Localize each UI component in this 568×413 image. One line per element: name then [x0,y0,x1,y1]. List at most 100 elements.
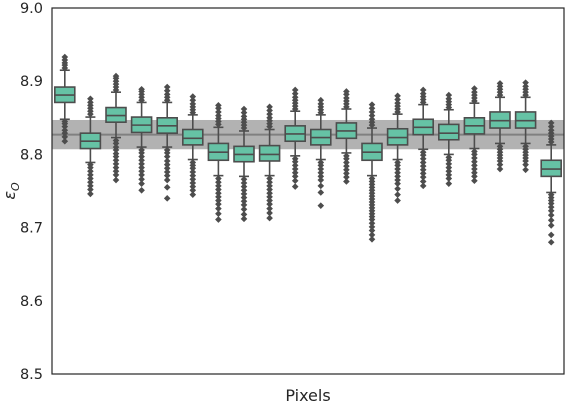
outlier-point [266,214,273,222]
outlier-point [419,86,427,94]
outlier-point [266,197,273,204]
outlier-point [215,182,222,190]
outlier-point [112,72,120,80]
outlier-point [163,195,171,202]
outlier-point [471,88,478,96]
outlier-point [163,165,171,172]
outlier-point [471,173,478,180]
box-6 [182,93,204,198]
outlier-point [445,160,453,168]
outlier-point [368,219,376,227]
outlier-point [189,175,197,183]
outlier-point [266,200,273,208]
outlier-point [368,236,376,243]
outlier-point [419,182,427,190]
outlier-point [112,167,120,175]
plot-frame [51,7,565,375]
outlier-point [112,160,120,168]
outlier-point [368,108,376,116]
x-axis-title: Pixels [285,386,330,405]
box-20 [540,119,562,246]
outlier-point [240,113,248,120]
outlier-point [445,164,453,171]
outlier-point [394,191,401,198]
outlier-point [163,161,171,168]
outlier-point [368,112,376,119]
outlier-point [496,80,504,87]
outlier-point [189,183,197,190]
outlier-point [163,149,171,157]
outlier-point [547,200,555,207]
outlier-point [215,193,222,201]
outlier-point [163,83,171,91]
box-13 [361,101,383,243]
outlier-point [266,178,273,186]
outlier-point [138,156,145,164]
outlier-point [189,186,197,194]
box-16 [438,91,460,187]
outlier-point [138,149,145,157]
outlier-point [291,177,299,185]
outlier-point [189,172,197,179]
outlier-point [343,159,350,166]
outlier-point [215,108,222,116]
outlier-point [215,197,222,204]
outlier-point [291,158,299,166]
box-14 [386,92,409,204]
outlier-point [317,176,325,184]
y-tick-label: 8.8 [20,147,43,163]
y-tick-label: 8.9 [20,74,43,90]
outlier-point [547,126,555,134]
outlier-point [291,94,299,101]
box-9 [258,103,281,222]
outlier-point [240,194,248,201]
outlier-point [240,109,248,116]
outlier-point [317,182,325,190]
outlier-point [419,178,427,185]
outlier-point [317,162,325,169]
outlier-point [522,157,529,165]
outlier-point [163,153,171,160]
box-2 [79,95,102,198]
outlier-point [215,186,222,193]
outlier-point [266,103,273,111]
outlier-point [87,178,94,186]
outlier-point [266,110,273,118]
outlier-point [317,100,325,108]
outlier-point [61,137,69,145]
outlier-point [291,173,299,180]
outlier-point [291,165,299,173]
outlier-point [138,85,145,93]
outlier-point [343,162,350,170]
outlier-point [87,186,94,193]
outlier-point [189,168,197,176]
outlier-point [112,176,120,184]
outlier-point [189,100,197,108]
y-tick-label: 8.6 [20,294,43,310]
y-tick-label: 9.0 [20,1,43,17]
outlier-point [87,182,94,190]
outlier-point [189,93,197,100]
outlier-point [240,190,248,198]
outlier-point [240,197,248,205]
outlier-point [522,79,529,86]
outlier-point [445,91,453,99]
outlier-point [266,205,273,212]
outlier-point [266,175,273,182]
outlier-point [547,222,555,229]
outlier-point [394,96,401,103]
outlier-point [547,216,555,224]
outlier-point [266,182,273,190]
y-tick-label: 8.5 [20,367,43,383]
outlier-point [343,166,350,174]
outlier-point [291,162,299,169]
outlier-point [471,169,478,176]
outlier-point [240,206,248,213]
outlier-point [215,102,222,109]
outlier-point [138,171,145,179]
box-12 [335,88,358,185]
outlier-point [112,146,120,154]
outlier-point [189,179,197,187]
outlier-point [163,168,171,176]
